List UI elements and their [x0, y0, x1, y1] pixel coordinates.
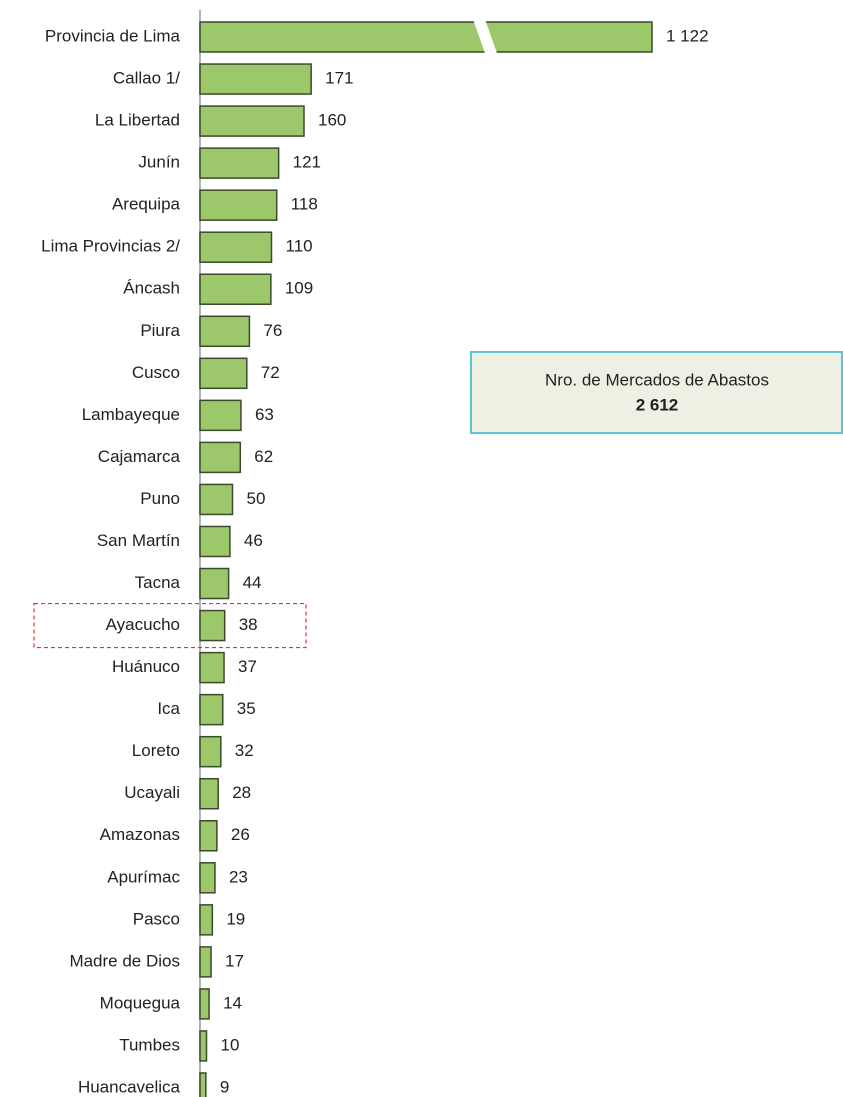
bar: [199, 147, 280, 179]
category-label: Pasco: [133, 909, 180, 928]
value-label: 121: [293, 153, 321, 172]
highlight-box: [33, 602, 307, 649]
annotation-box: [470, 351, 843, 434]
category-label: Amazonas: [100, 825, 180, 844]
value-label: 1 122: [666, 26, 709, 45]
category-label: La Libertad: [95, 111, 180, 130]
bar: [199, 1030, 208, 1062]
category-label: Loreto: [132, 741, 180, 760]
category-label: Ica: [157, 699, 180, 718]
axis-break: [473, 20, 498, 54]
category-label: Apurímac: [107, 867, 180, 886]
value-label: 44: [243, 573, 262, 592]
value-label: 72: [261, 363, 280, 382]
value-label: 171: [325, 69, 353, 88]
category-label: Tumbes: [119, 1035, 180, 1054]
value-label: 63: [255, 405, 274, 424]
bar: [199, 483, 234, 516]
category-label: Ucayali: [124, 783, 180, 802]
value-label: 23: [229, 867, 248, 886]
bar: [199, 693, 224, 726]
category-label: Áncash: [123, 279, 180, 298]
annotation-text: Nro. de Mercados de Abastos: [545, 370, 769, 389]
category-label: Callao 1/: [113, 69, 180, 88]
value-label: 160: [318, 111, 346, 130]
category-label: Arequipa: [112, 195, 181, 214]
value-label: 9: [220, 1077, 229, 1096]
value-label: 10: [221, 1035, 240, 1054]
bar: [199, 988, 210, 1020]
category-label: Moquegua: [100, 993, 181, 1012]
category-label: Cajamarca: [98, 447, 181, 466]
bar: [199, 777, 219, 810]
bar: [199, 651, 225, 684]
value-label: 37: [238, 657, 257, 676]
value-label: 14: [223, 993, 242, 1012]
category-label: San Martín: [97, 531, 180, 550]
value-label: 28: [232, 783, 251, 802]
bar: [199, 189, 278, 221]
bar: [199, 63, 312, 95]
value-label: 109: [285, 279, 313, 298]
bar: [199, 357, 248, 390]
bar: [199, 862, 216, 894]
bar: [199, 315, 251, 348]
category-label: Huánuco: [112, 657, 180, 676]
value-label: 110: [286, 237, 313, 256]
value-label: 38: [239, 615, 258, 634]
value-label: 35: [237, 699, 256, 718]
category-label: Provincia de Lima: [45, 26, 181, 45]
category-label: Ayacucho: [106, 615, 180, 634]
category-label: Junín: [138, 153, 180, 172]
value-label: 32: [235, 741, 254, 760]
value-label: 26: [231, 825, 250, 844]
category-label: Lambayeque: [82, 405, 180, 424]
value-label: 118: [291, 195, 318, 214]
bar: [199, 946, 212, 978]
value-label: 50: [247, 489, 266, 508]
value-label: 62: [254, 447, 273, 466]
category-label: Puno: [140, 489, 180, 508]
value-label: 17: [225, 951, 244, 970]
bar: [199, 1072, 207, 1097]
value-label: 19: [226, 909, 245, 928]
bar: [199, 904, 214, 936]
category-label: Madre de Dios: [69, 951, 180, 970]
bar: [199, 105, 305, 137]
bar: [199, 609, 226, 642]
category-label: Lima Provincias 2/: [41, 237, 180, 256]
bar: [199, 735, 222, 768]
category-label: Tacna: [135, 573, 181, 592]
category-label: Huancavelica: [78, 1077, 181, 1096]
bar: [199, 273, 272, 305]
bar: [199, 820, 218, 852]
bar: [199, 399, 242, 432]
value-label: 46: [244, 531, 263, 550]
bar: [199, 441, 242, 474]
category-label: Cusco: [132, 363, 180, 382]
bar: [199, 567, 230, 600]
bar: [199, 21, 653, 53]
category-label: Piura: [140, 321, 180, 340]
value-label: 76: [263, 321, 282, 340]
bar: [199, 525, 231, 558]
bar: [199, 231, 273, 263]
annotation-total: 2 612: [636, 395, 679, 414]
